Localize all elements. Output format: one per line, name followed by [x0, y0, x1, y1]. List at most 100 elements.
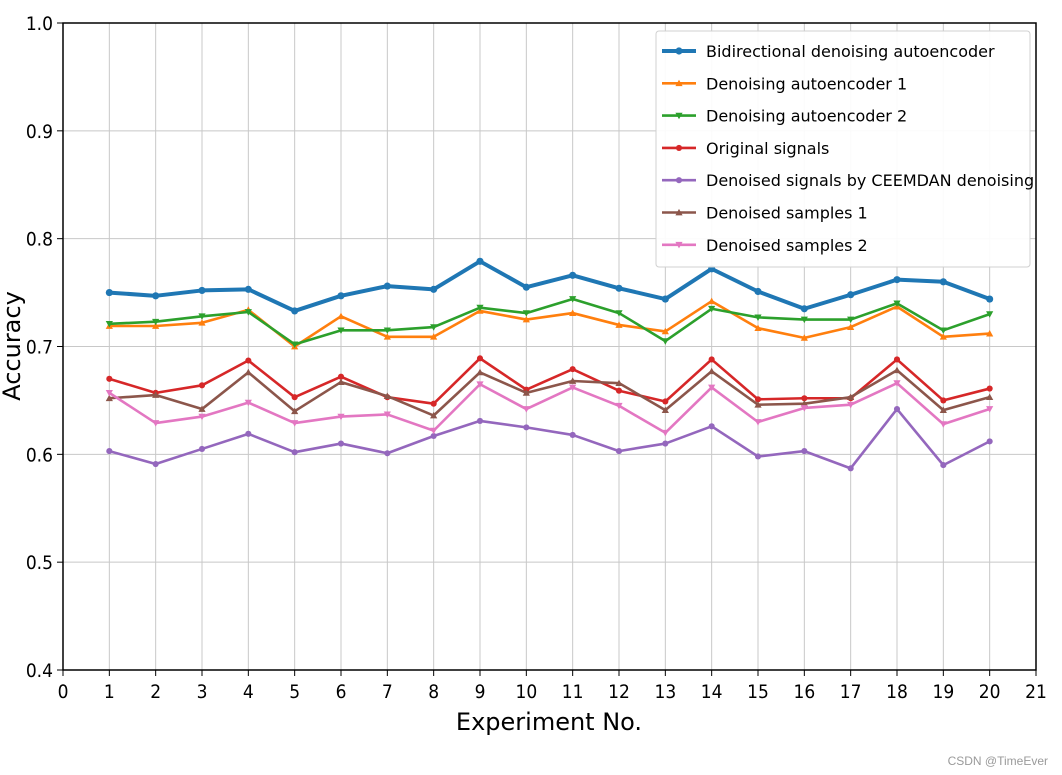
data-point [337, 292, 345, 300]
data-point [244, 368, 252, 376]
legend-marker [675, 241, 683, 249]
series-5 [106, 405, 993, 472]
data-point [569, 384, 577, 392]
data-point [939, 421, 947, 428]
data-point [291, 394, 298, 401]
data-point [430, 432, 437, 440]
data-point [893, 276, 901, 284]
data-point [384, 450, 391, 457]
data-point [105, 389, 113, 397]
data-point [430, 411, 438, 419]
legend-label: Denoised samples 2 [706, 236, 868, 255]
data-point [986, 385, 993, 392]
data-point [522, 389, 530, 396]
data-point [569, 309, 577, 316]
data-point [245, 357, 252, 364]
data-point [152, 292, 160, 300]
data-point [152, 460, 159, 468]
data-point [244, 309, 252, 316]
data-point [939, 406, 947, 414]
legend-entry: Original signals [662, 139, 829, 158]
legend-marker [675, 208, 683, 216]
legend: Bidirectional denoising autoencoder Denoi… [655, 30, 1034, 268]
data-point [754, 419, 762, 426]
series-3 [105, 296, 994, 348]
data-point [662, 398, 669, 405]
series-line [108, 407, 991, 470]
x-tick-label: 0 [58, 681, 69, 703]
legend-label: Denoising autoencoder 2 [706, 107, 907, 126]
data-point [893, 356, 901, 363]
data-point [708, 356, 715, 363]
data-point [198, 413, 206, 421]
data-point [198, 445, 206, 453]
data-point [198, 382, 206, 389]
data-point [893, 300, 901, 307]
data-point [337, 378, 345, 385]
data-point [105, 320, 113, 328]
data-point [152, 318, 160, 326]
data-point [476, 368, 484, 376]
data-point [337, 373, 345, 380]
data-point [198, 286, 206, 294]
x-tick-label: 11 [562, 681, 584, 703]
data-point [940, 397, 947, 404]
data-point [661, 429, 669, 437]
data-point [615, 402, 623, 410]
data-point [847, 316, 855, 324]
data-point [847, 401, 855, 409]
legend-label: Denoised samples 1 [706, 204, 868, 223]
x-tick-label: 16 [793, 681, 815, 703]
data-point [708, 297, 716, 305]
x-tick-label: 3 [197, 681, 208, 703]
data-point [152, 420, 160, 427]
data-point [800, 400, 808, 407]
data-point [615, 448, 623, 455]
data-point [244, 285, 252, 293]
x-tick-label: 1 [104, 681, 115, 703]
data-point [986, 329, 994, 337]
x-tick-label: 12 [608, 681, 630, 703]
series-line [109, 259, 991, 313]
data-point [986, 393, 994, 401]
data-point [662, 440, 669, 447]
x-tick-label: 20 [979, 681, 1001, 703]
x-tick-label: 21 [1025, 681, 1047, 703]
legend-entry: Denoising autoencoder 1 [662, 74, 907, 93]
data-point [754, 314, 762, 321]
data-point [847, 393, 855, 401]
data-point [337, 327, 345, 334]
y-tick-label: 0.9 [26, 121, 53, 143]
x-tick-label: 13 [654, 681, 676, 703]
x-tick-label: 9 [475, 681, 486, 703]
legend-box [655, 30, 1031, 268]
data-point [430, 400, 437, 407]
x-tick-label: 7 [382, 681, 393, 703]
data-point [800, 316, 808, 324]
data-point [754, 453, 762, 460]
data-point [661, 327, 669, 335]
legend-label: Denoised signals by CEEMDAN denoising [706, 171, 1034, 190]
y-tick-label: 0.4 [26, 660, 53, 682]
data-point [476, 355, 484, 362]
data-point [801, 395, 808, 402]
data-point [383, 392, 391, 399]
data-point [847, 291, 855, 299]
data-point [800, 405, 808, 412]
data-point [847, 323, 855, 330]
x-tick-label: 19 [932, 681, 954, 703]
x-tick-label: 4 [243, 681, 254, 703]
data-point [754, 396, 762, 403]
data-point [615, 284, 623, 292]
legend-entry: Denoised signals by CEEMDAN denoising [662, 171, 1034, 190]
data-point [106, 448, 113, 455]
y-tick-label: 0.5 [26, 552, 53, 574]
y-tick-label: 0.7 [26, 337, 53, 359]
x-axis-title: Experiment No. [456, 708, 642, 736]
x-tick-label: 6 [336, 681, 347, 703]
data-point [615, 321, 623, 328]
series-1 [105, 257, 994, 315]
data-point [152, 322, 160, 329]
data-point [430, 427, 438, 435]
